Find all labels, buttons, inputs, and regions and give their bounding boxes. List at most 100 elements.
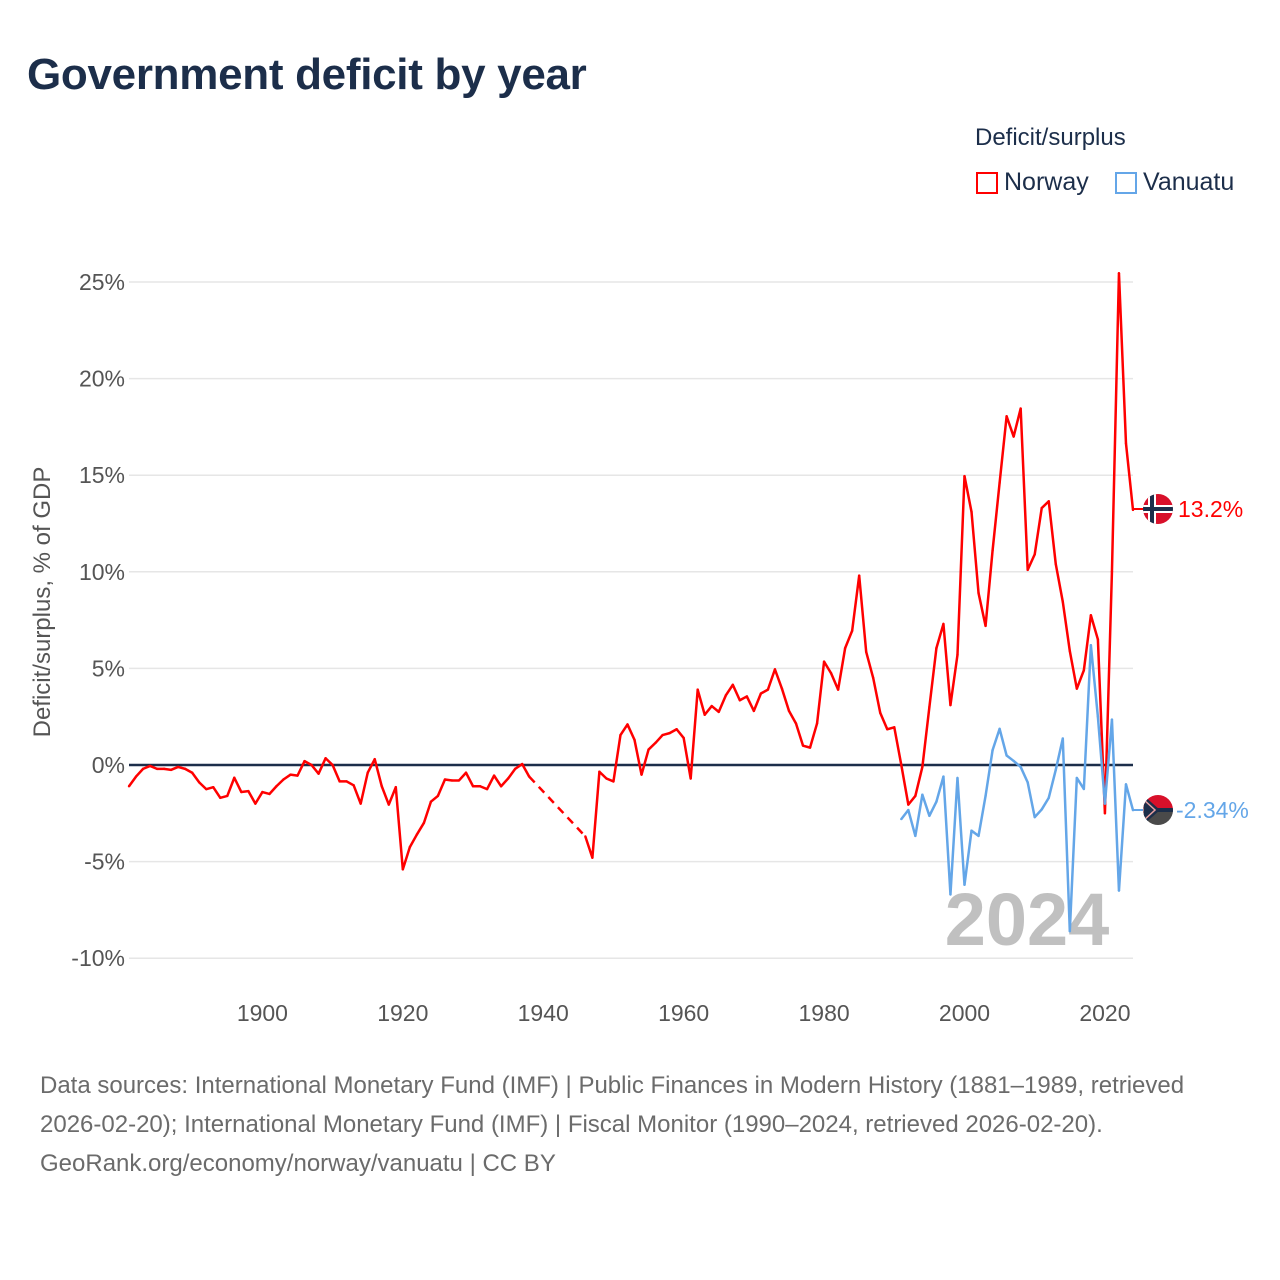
x-tick-label: 2020 (1079, 1000, 1130, 1026)
legend-item-vanuatu[interactable]: Vanuatu (1115, 168, 1234, 197)
norway-point (394, 786, 397, 789)
norway-point (745, 695, 749, 698)
norway-point (598, 770, 601, 773)
vanuatu-point (1075, 776, 1079, 780)
norway-point (1012, 435, 1015, 438)
vanuatu-point (942, 775, 945, 778)
norway-point (141, 767, 145, 771)
norway-point (1019, 407, 1022, 410)
norway-point (654, 741, 657, 744)
footer: Data sources: International Monetary Fun… (40, 1066, 1240, 1183)
norway-end-marker: 13.2% (1133, 494, 1243, 524)
vanuatu-point (1012, 759, 1015, 763)
vanuatu-point (1068, 929, 1072, 933)
norway-end-label: 13.2% (1178, 496, 1243, 522)
norway-point (303, 759, 306, 763)
norway-point (829, 672, 833, 675)
norway-point (198, 781, 201, 784)
norway-point (738, 699, 742, 702)
y-tick-label: 10% (79, 559, 125, 585)
norway-point (696, 688, 699, 691)
norway-point (949, 703, 952, 707)
norway-point (1061, 600, 1064, 603)
norway-point (794, 722, 798, 725)
credit-link[interactable]: GeoRank.org/economy/norway/vanuatu | CC … (40, 1150, 556, 1177)
vanuatu-point (907, 808, 910, 812)
norway-point (254, 802, 257, 805)
norway-point (647, 748, 650, 751)
norway-point (183, 767, 187, 771)
norway-flag-icon (1143, 494, 1173, 524)
legend-item-norway[interactable]: Norway (976, 168, 1089, 197)
norway-point (970, 510, 973, 514)
vanuatu-point (900, 817, 903, 821)
norway-point (401, 868, 405, 871)
norway-point (935, 646, 938, 650)
norway-point (513, 767, 517, 771)
vanuatu-point (1054, 768, 1057, 772)
norway-point (893, 726, 896, 729)
vanuatu-point (1117, 889, 1121, 892)
norway-point (633, 738, 636, 742)
norway-point (1117, 272, 1121, 275)
norway-point (998, 481, 1001, 485)
norway-point (1096, 638, 1100, 641)
norway-point (836, 688, 840, 691)
norway-point (1026, 568, 1029, 572)
vanuatu-point (1005, 754, 1008, 757)
norway-point (247, 789, 250, 793)
vanuatu-point (1082, 787, 1086, 791)
norway-point (408, 845, 412, 849)
norway-point (261, 790, 264, 794)
norway-point (212, 786, 215, 789)
year-watermark: 2024 (945, 878, 1110, 961)
norway-point (492, 774, 496, 777)
norway-point (338, 780, 341, 783)
norway-point (984, 624, 987, 628)
vanuatu-point (1033, 815, 1036, 819)
norway-point (703, 713, 706, 716)
norway-point (436, 794, 440, 798)
norway-point (373, 758, 376, 761)
vanuatu-point (1103, 802, 1107, 805)
norway-point (296, 774, 299, 777)
norway-point (928, 705, 931, 709)
norway-point (169, 768, 173, 772)
vanuatu-point (1019, 765, 1022, 769)
norway-point (233, 776, 236, 779)
y-tick-label: 0% (92, 752, 125, 778)
x-tick-label: 1980 (798, 1000, 849, 1026)
norway-point (780, 687, 784, 690)
norway-point (527, 775, 531, 778)
y-tick-label: -5% (84, 849, 125, 875)
norway-point (310, 763, 313, 767)
norway-point (205, 787, 208, 791)
legend-title: Deficit/surplus (975, 124, 1126, 151)
norway-point (162, 767, 166, 771)
norway-point (345, 780, 348, 783)
norway-point (773, 668, 777, 671)
norway-point (900, 763, 903, 767)
norway-point (759, 692, 763, 695)
norway-point (176, 765, 180, 769)
norway-point (865, 650, 868, 654)
norway-point (914, 794, 917, 798)
norway-point (752, 709, 756, 713)
norway-point (190, 771, 194, 774)
norway-point (457, 779, 461, 782)
norway-point (471, 785, 475, 788)
norway-point (717, 710, 720, 714)
norway-point (1005, 415, 1008, 418)
norway-point (1075, 687, 1079, 690)
norway-point (1110, 570, 1114, 573)
legend-label-norway: Norway (1004, 168, 1089, 196)
vanuatu-point (970, 829, 973, 832)
norway-point (148, 764, 152, 768)
norway-point (787, 709, 791, 713)
norway-point (352, 784, 355, 787)
vanuatu-point (1124, 783, 1128, 786)
norway-point (464, 771, 468, 774)
x-tick-label: 1940 (518, 1000, 569, 1026)
norway-point (731, 683, 735, 687)
vanuatu-point (921, 793, 924, 796)
